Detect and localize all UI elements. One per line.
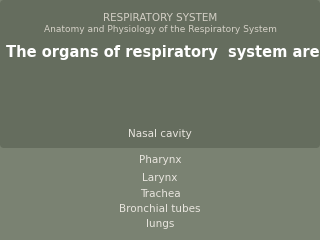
Text: Larynx: Larynx xyxy=(142,173,178,183)
FancyBboxPatch shape xyxy=(0,0,320,148)
Text: RESPIRATORY SYSTEM: RESPIRATORY SYSTEM xyxy=(103,13,217,23)
Text: Nasal cavity: Nasal cavity xyxy=(128,129,192,139)
Text: The organs of respiratory  system are the: The organs of respiratory system are the xyxy=(6,44,320,60)
Text: Trachea: Trachea xyxy=(140,189,180,199)
Text: Anatomy and Physiology of the Respiratory System: Anatomy and Physiology of the Respirator… xyxy=(44,25,276,35)
Text: lungs: lungs xyxy=(146,219,174,229)
Text: Bronchial tubes: Bronchial tubes xyxy=(119,204,201,214)
Text: Pharynx: Pharynx xyxy=(139,155,181,165)
